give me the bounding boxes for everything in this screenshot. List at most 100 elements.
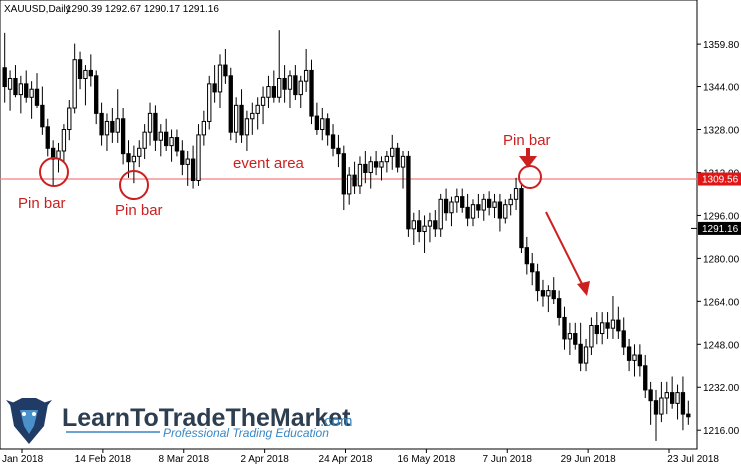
candle	[669, 376, 675, 409]
candle-body	[395, 147, 400, 168]
candle-body	[77, 59, 83, 79]
candle	[583, 338, 589, 372]
candle	[233, 97, 239, 143]
candle	[416, 210, 422, 243]
candle-body	[314, 115, 320, 131]
candle-body	[513, 188, 519, 200]
candle-body	[637, 354, 643, 367]
candle	[239, 89, 244, 143]
candle	[460, 188, 465, 213]
candle-body	[83, 69, 88, 79]
candle-body	[589, 324, 594, 348]
candle	[147, 102, 153, 146]
candle	[330, 124, 336, 157]
candle-body	[137, 147, 142, 157]
candle-body	[287, 75, 293, 90]
candle	[352, 161, 357, 194]
candle-body	[427, 220, 433, 227]
candle	[390, 134, 395, 170]
candle-body	[643, 365, 648, 391]
pin-bar-circle-3	[518, 165, 542, 189]
candle-body	[449, 201, 454, 214]
candle-body	[282, 77, 287, 90]
candle	[605, 312, 610, 339]
candle-body	[454, 196, 460, 203]
brand-tagline: Professional Trading Education	[163, 426, 329, 440]
candle-body	[142, 131, 147, 149]
candle	[379, 156, 384, 181]
candle	[201, 110, 207, 146]
candle	[99, 102, 104, 146]
y-tick-label: 1248.00	[703, 340, 740, 351]
candle	[589, 317, 594, 356]
candle	[513, 177, 519, 211]
candle	[497, 193, 503, 232]
candle	[153, 105, 158, 151]
candle	[686, 400, 691, 425]
candle-body	[664, 392, 669, 399]
candle	[196, 124, 201, 186]
candle-body	[298, 80, 303, 96]
candle	[373, 150, 379, 176]
candle-body	[411, 220, 416, 230]
candle	[72, 43, 77, 114]
pin-bar-label-2: Pin bar	[115, 202, 163, 219]
candle	[562, 306, 567, 350]
candle	[653, 389, 659, 441]
y-tick-label: 1344.00	[703, 83, 740, 94]
candle-body	[508, 198, 513, 206]
candle-body	[196, 134, 201, 182]
brand-tld: .com	[320, 413, 353, 430]
candle	[659, 381, 664, 423]
candle	[540, 279, 546, 307]
candle	[180, 140, 185, 176]
candle-body	[357, 163, 363, 187]
candle	[185, 150, 190, 186]
candle	[77, 51, 83, 90]
candle	[610, 295, 616, 339]
candle-body	[594, 324, 599, 335]
candle-body	[266, 86, 271, 98]
y-tick-label: 1328.00	[703, 126, 740, 137]
candle-body	[147, 112, 153, 133]
candle-body	[223, 64, 228, 77]
candle-body	[416, 220, 422, 233]
candle-body	[400, 155, 406, 168]
candle-body	[239, 104, 244, 136]
ohlc-readout: 1290.39 1292.67 1290.17 1291.16	[66, 4, 219, 15]
candle	[303, 48, 309, 92]
candle-body	[659, 397, 664, 415]
candle	[438, 193, 443, 237]
candle	[61, 124, 67, 162]
candle-body	[653, 400, 659, 415]
candle	[594, 312, 599, 345]
candle-body	[50, 147, 56, 160]
candle-body	[13, 77, 18, 96]
candle-body	[363, 163, 368, 173]
x-axis-ticks: Jan 2018 14 Feb 2018 8 Mar 2018 2 Apr 2018 2…	[2, 449, 719, 464]
candle-body	[524, 247, 529, 265]
pin-bar-arrow-head	[519, 156, 537, 168]
pin-bar-circle-1	[39, 157, 69, 187]
candle	[433, 210, 438, 237]
candle	[341, 145, 346, 211]
y-tick-label: 1216.00	[703, 426, 740, 437]
candle-body	[465, 206, 470, 219]
annotations: Pin bar Pin bar event area Pin bar	[18, 132, 590, 296]
candle-body	[110, 120, 115, 133]
candle-body	[99, 112, 104, 136]
candle	[314, 102, 320, 135]
candle-body	[368, 161, 373, 173]
candle	[664, 381, 669, 415]
candle	[169, 129, 174, 162]
candle	[519, 183, 524, 254]
candle-body	[379, 161, 384, 168]
candle-body	[470, 204, 476, 219]
candle-body	[180, 150, 185, 165]
candle	[260, 86, 266, 125]
candle	[524, 236, 529, 275]
candle	[573, 322, 578, 350]
candle	[470, 199, 476, 227]
candle	[13, 65, 18, 98]
candle-body	[406, 155, 411, 230]
